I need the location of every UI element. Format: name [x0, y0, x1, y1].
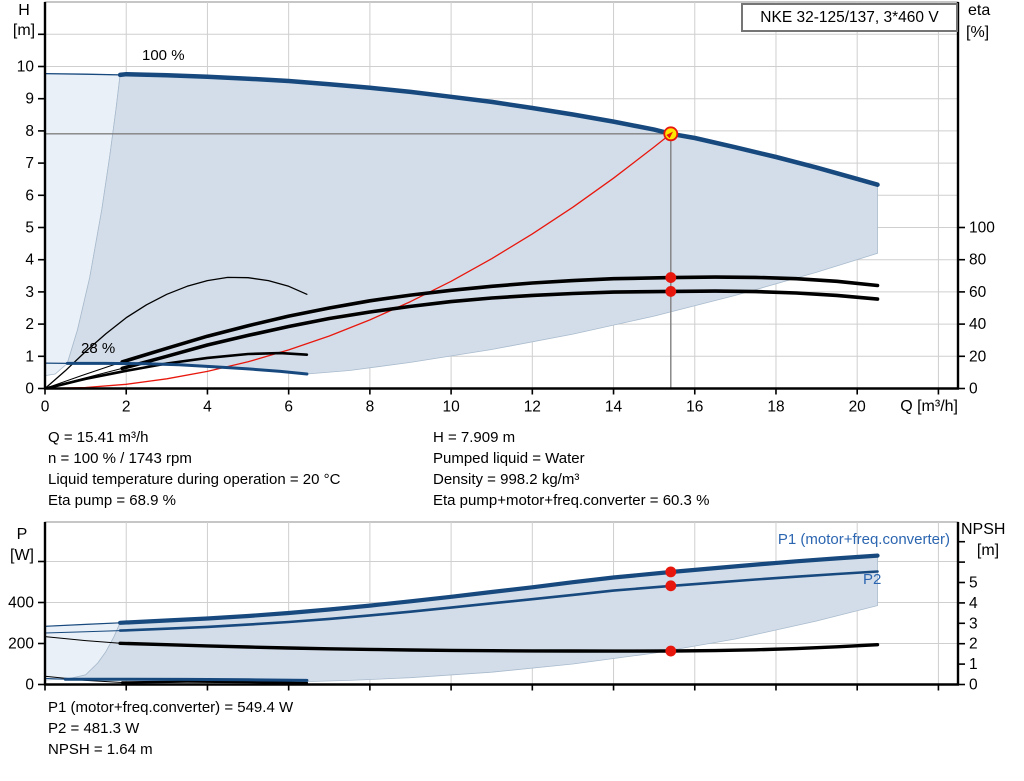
p2-curve-label: P2 — [863, 571, 882, 588]
p1-28-seg — [63, 677, 309, 682]
eta-pump-curve — [120, 275, 880, 364]
duty-info-left: Q = 15.41 m³/h n = 100 % / 1743 rpm Liqu… — [48, 427, 340, 511]
info-q: Q = 15.41 m³/h — [48, 429, 149, 446]
tick-label: 3 — [25, 284, 34, 301]
npsh-28-seg — [121, 680, 309, 685]
p2-lead — [44, 630, 121, 634]
tick-label: 4 — [25, 252, 34, 269]
system-curve — [44, 133, 672, 390]
tick-label: 40 — [969, 316, 987, 333]
tick-label: 5 — [25, 220, 34, 237]
info-n: n = 100 % / 1743 rpm — [48, 450, 192, 467]
info-p2: P2 = 481.3 W — [48, 720, 140, 737]
tick-label: 0 — [25, 381, 34, 398]
tick-label: 8 — [366, 399, 375, 416]
tick-label: 0 — [969, 677, 978, 694]
p2-dot — [665, 580, 677, 592]
info-eta-pump: Eta pump = 68.9 % — [48, 492, 176, 509]
tick-label: 2 — [969, 636, 978, 653]
tick-label: 1 — [25, 348, 34, 365]
tick-label: 1 — [969, 656, 978, 673]
npsh-lead — [44, 636, 121, 644]
tick-label: 7 — [25, 155, 34, 172]
pump-type-label: NKE 32-125/137, 3*460 V — [760, 8, 939, 26]
tick-label: 0 — [41, 399, 50, 416]
h-axis-unit: [m] — [12, 22, 36, 39]
tick-label: 100 — [969, 220, 995, 237]
speed-28pct-label: 28 % — [81, 340, 116, 357]
eta-28-curve — [47, 351, 309, 389]
eta-axis-unit: [%] — [966, 24, 990, 41]
info-h: H = 7.909 m — [433, 429, 516, 446]
duty-point-arrow-icon — [666, 131, 674, 139]
duty-info-right: H = 7.909 m Pumped liquid = Water Densit… — [433, 427, 709, 511]
qh-100pct-curve — [117, 71, 880, 187]
npsh-axis-label: NPSH — [961, 521, 1006, 538]
tick-label: 10 — [17, 59, 35, 76]
info-p1: P1 (motor+freq.converter) = 549.4 W — [48, 699, 294, 716]
power-info: P1 (motor+freq.converter) = 549.4 W P2 =… — [48, 697, 293, 760]
tick-label: 6 — [25, 187, 34, 204]
p1-curve-label: P1 (motor+freq.converter) — [777, 531, 950, 548]
pump-type-box: NKE 32-125/137, 3*460 V — [741, 3, 958, 32]
info-eta-total: Eta pump+motor+freq.converter = 60.3 % — [433, 492, 710, 509]
tick-label: 3 — [969, 615, 978, 632]
p1-28-lead — [44, 677, 66, 680]
eta-total-curve — [120, 289, 880, 371]
q-axis-label: Q [m³/h] — [900, 398, 958, 415]
tick-label: 80 — [969, 252, 987, 269]
tick-label: 6 — [284, 399, 293, 416]
tick-label: 5 — [969, 575, 978, 592]
tick-label: 14 — [605, 399, 623, 416]
tick-label: 9 — [25, 91, 34, 108]
qh-28pct-curve — [65, 361, 309, 376]
tick-label: 16 — [686, 399, 703, 416]
p-axis-label: P — [16, 526, 28, 543]
tick-label: 8 — [25, 123, 34, 140]
tick-label: 2 — [25, 316, 34, 333]
speed-100pct-label: 100 % — [142, 47, 185, 64]
npsh-curve — [118, 641, 880, 653]
tick-label: 2 — [122, 399, 131, 416]
eta-axis-label: eta — [968, 2, 991, 19]
tick-label: 60 — [969, 284, 987, 301]
eta-pump-dot — [665, 272, 677, 283]
tick-label: 18 — [767, 399, 784, 416]
p1-dot — [665, 566, 677, 578]
tick-label: 10 — [442, 399, 460, 416]
info-liquid-temp: Liquid temperature during operation = 20… — [48, 471, 341, 488]
info-density: Density = 998.2 kg/m³ — [433, 471, 580, 488]
p-axis-unit: [W] — [10, 547, 34, 564]
p1-curve — [118, 553, 880, 625]
tick-label: 12 — [524, 399, 541, 416]
eta-arc-thin — [44, 276, 308, 390]
tick-label: 4 — [969, 595, 978, 612]
tick-label: 20 — [849, 399, 867, 416]
qh-100pct-lead — [44, 72, 121, 76]
tick-label: 0 — [969, 381, 978, 398]
h-axis-label: H — [18, 2, 30, 19]
tick-label: 0 — [25, 677, 34, 694]
tick-label: 4 — [203, 399, 212, 416]
info-pumped-liquid: Pumped liquid = Water — [433, 450, 585, 467]
tick-label: 400 — [8, 595, 34, 612]
p2-curve — [118, 570, 879, 632]
tick-label: 20 — [969, 348, 987, 365]
eta-pump-lead — [44, 361, 123, 389]
tick-label: 200 — [8, 636, 34, 653]
npsh-dot — [665, 645, 677, 657]
info-npsh: NPSH = 1.64 m — [48, 741, 153, 758]
npsh-axis-unit: [m] — [976, 542, 1000, 559]
p1-lead — [44, 622, 121, 627]
eta-total-dot — [665, 286, 677, 297]
